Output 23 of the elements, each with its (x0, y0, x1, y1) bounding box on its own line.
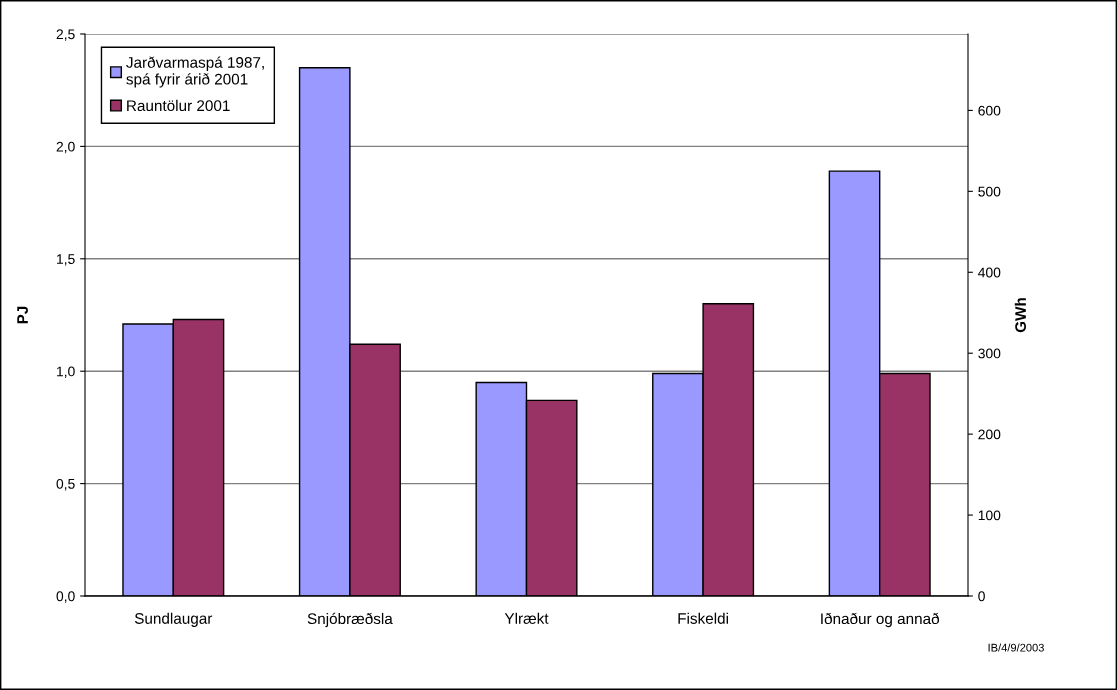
x-tick-label: Ylrækt (504, 612, 549, 624)
y2-tick-label: 600 (978, 105, 1001, 116)
y2-tick-label: 300 (978, 348, 1001, 359)
y-tick-label: 1,0 (57, 366, 75, 379)
y2-tick-label: 400 (978, 267, 1001, 278)
x-tick-label: Snjóbræðsla (307, 612, 393, 628)
x-tick-label: Fiskeldi (678, 612, 728, 624)
legend-label: Jarðvarmaspá 1987, spá fyrir árið 2001 (126, 56, 264, 88)
y2-axis-title: GWh (1014, 298, 1026, 333)
x-tick-label: Iðnaður og annað (821, 612, 940, 628)
x-tick-label: Sundlaugar (134, 612, 213, 627)
y-tick-label: 0,0 (56, 591, 75, 603)
y2-tick-label: 500 (978, 186, 1001, 197)
y-tick-label: 0,5 (56, 478, 75, 491)
legend-label: Rauntölur 2001 (127, 99, 230, 112)
y2-tick-label: 200 (978, 429, 1001, 440)
y-tick-label: 2,0 (56, 141, 75, 154)
text: IB/4/9/2003 (988, 643, 1044, 652)
y-axis-title: PJ (17, 306, 28, 324)
y2-tick-label: 100 (978, 510, 1001, 521)
y2-tick-label: 0 (978, 591, 985, 602)
y-tick-label: 1,5 (57, 254, 75, 266)
y-tick-label: 2,5 (56, 29, 75, 41)
